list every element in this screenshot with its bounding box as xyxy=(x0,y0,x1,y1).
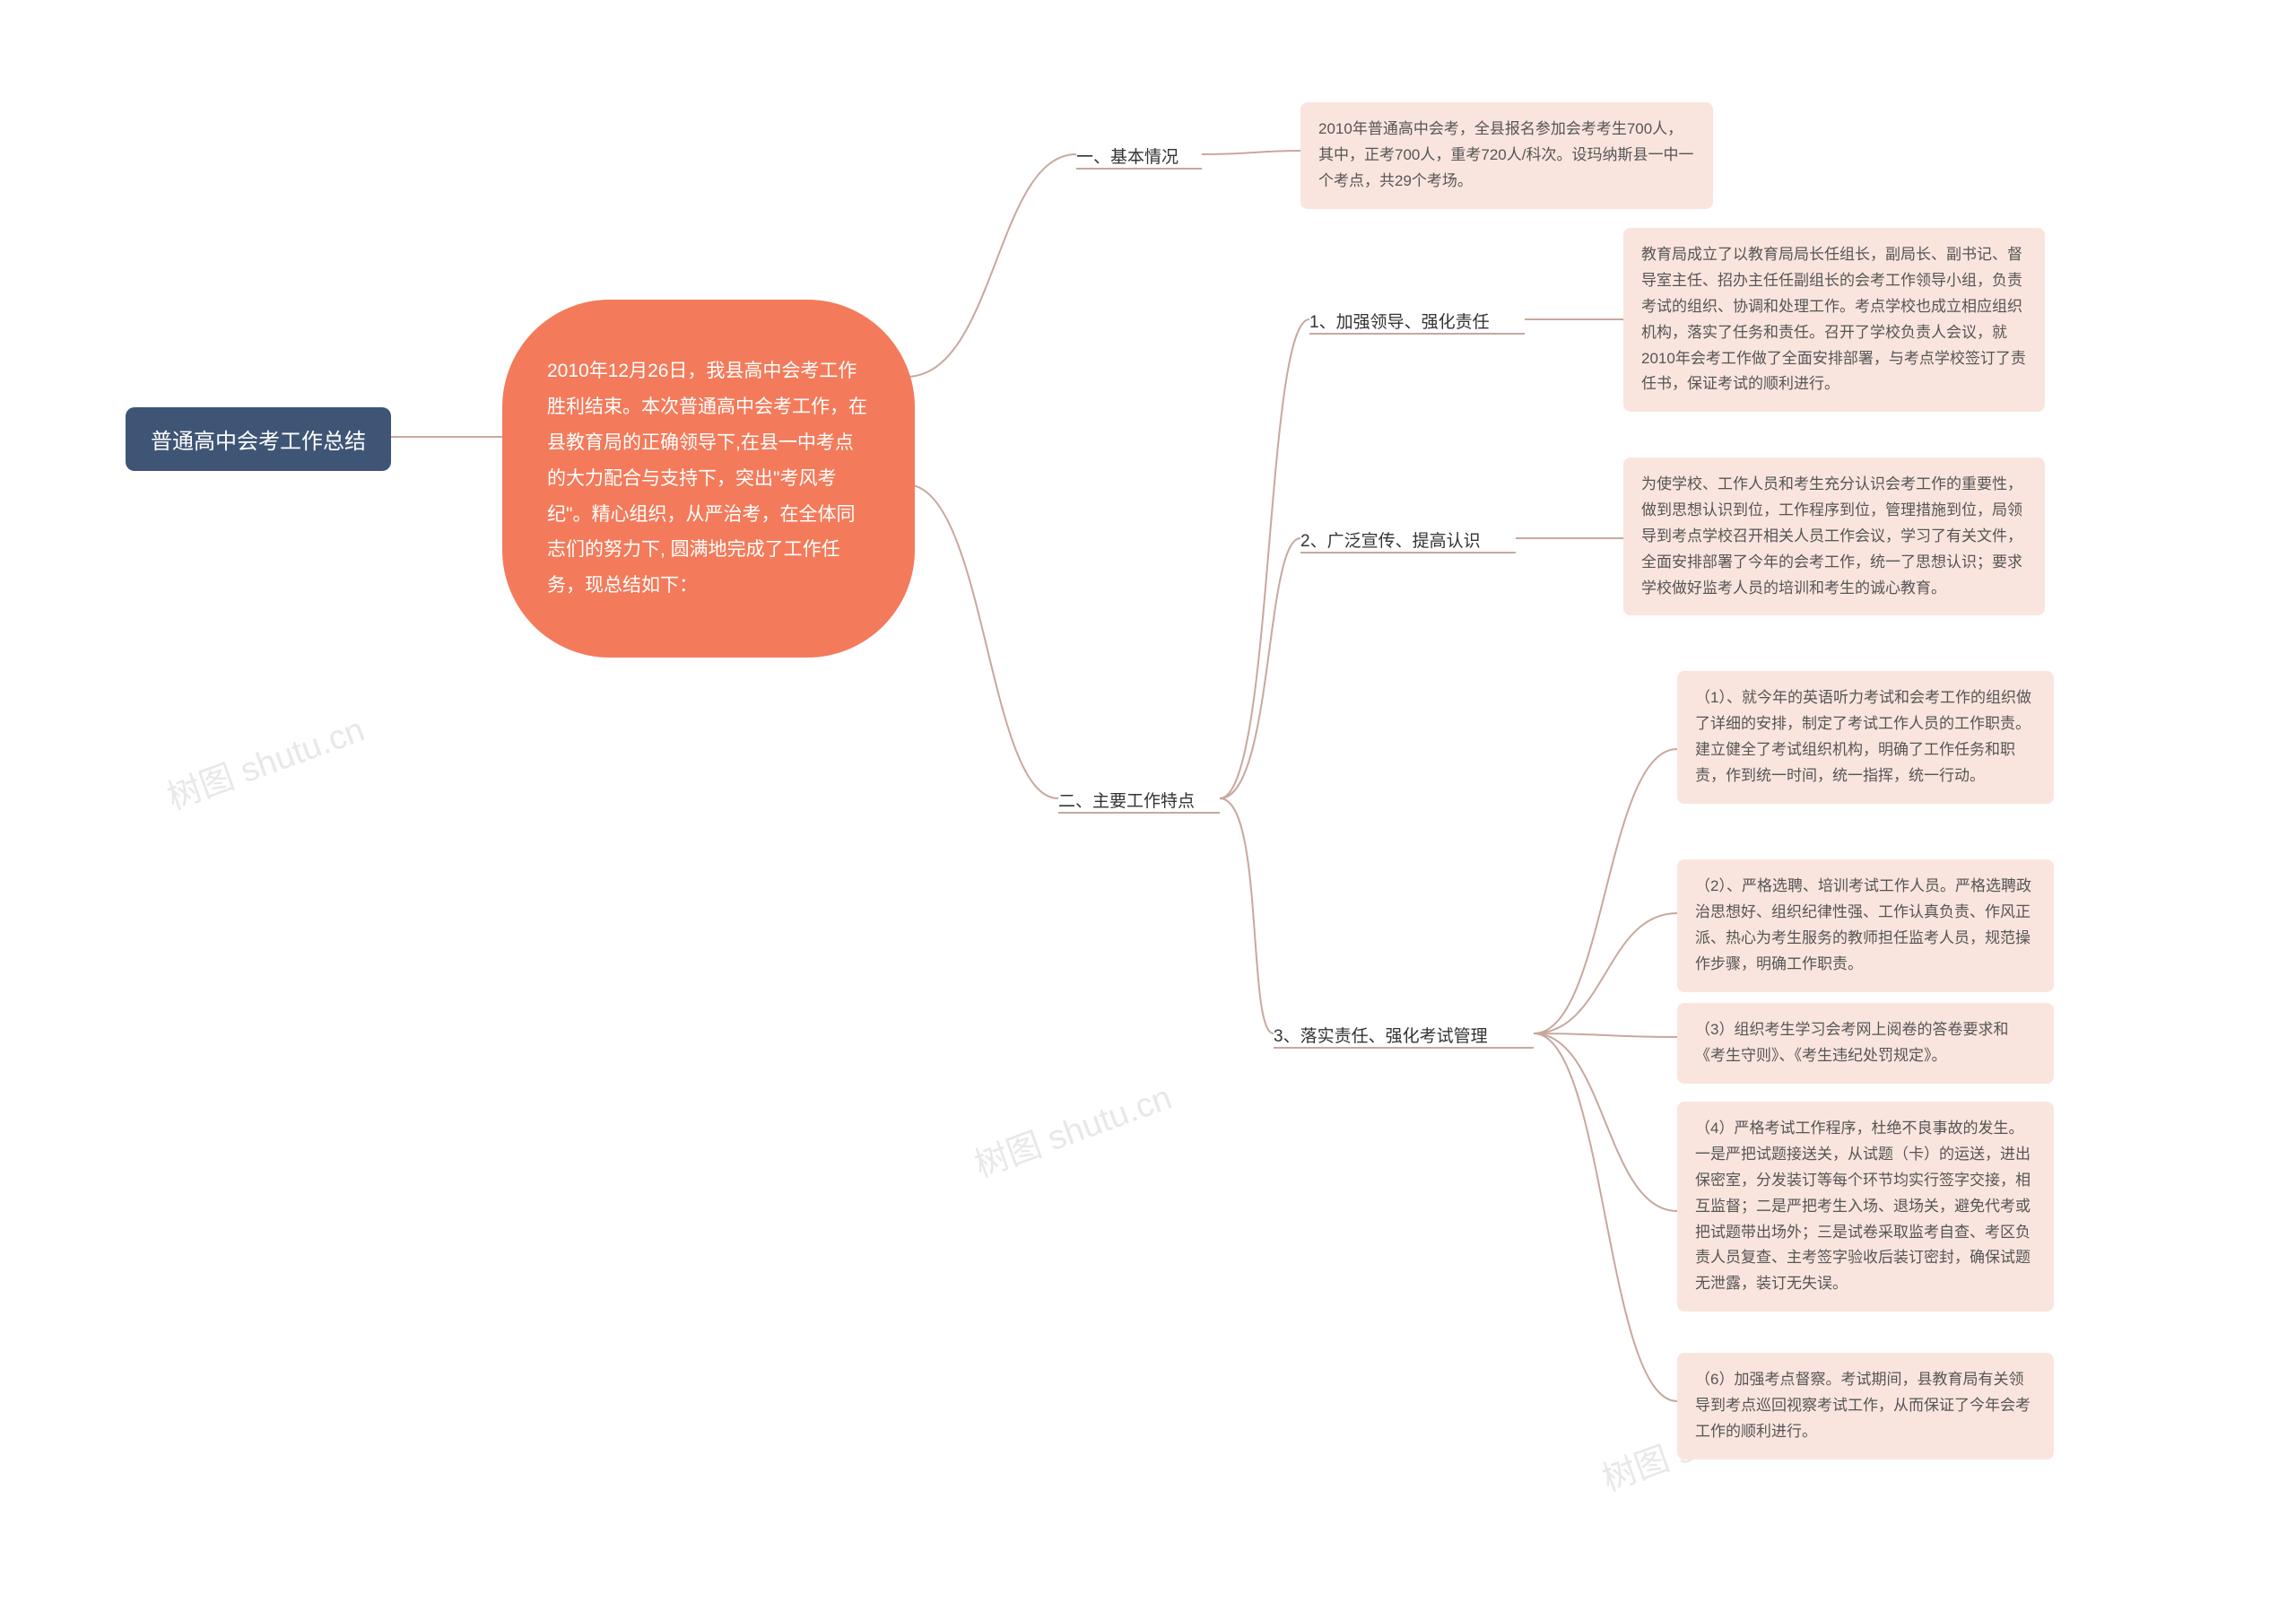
watermark: 树图 shutu.cn xyxy=(160,702,370,818)
leaf-1[interactable]: 2010年普通高中会考，全县报名参加会考考生700人，其中，正考700人，重考7… xyxy=(1300,102,1713,209)
main-text: 2010年12月26日，我县高中会考工作胜利结束。本次普通高中会考工作，在县教育… xyxy=(547,361,867,596)
leaf-1-text: 2010年普通高中会考，全县报名参加会考考生700人，其中，正考700人，重考7… xyxy=(1318,120,1693,189)
sub-2-2-label: 2、广泛宣传、提高认识 xyxy=(1300,532,1481,551)
branch-1[interactable]: 一、基本情况 xyxy=(1076,144,1178,168)
leaf-2-3-1-text: （1）、就今年的英语听力考试和会考工作的组织做了详细的安排，制定了考试工作人员的… xyxy=(1695,689,2031,784)
sub-2-3[interactable]: 3、落实责任、强化考试管理 xyxy=(1274,1023,1488,1047)
sub-2-2[interactable]: 2、广泛宣传、提高认识 xyxy=(1300,527,1481,552)
root-label: 普通高中会考工作总结 xyxy=(151,430,366,454)
leaf-2-3-5[interactable]: （6）加强考点督察。考试期间，县教育局有关领导到考点巡回视察考试工作，从而保证了… xyxy=(1677,1353,2054,1460)
leaf-2-2-1[interactable]: 为使学校、工作人员和考生充分认识会考工作的重要性，做到思想认识到位，工作程序到位… xyxy=(1623,458,2045,615)
leaf-2-3-2-text: （2）、严格选聘、培训考试工作人员。严格选聘政治思想好、组织纪律性强、工作认真负… xyxy=(1695,877,2031,972)
leaf-2-3-3[interactable]: （3）组织考生学习会考网上阅卷的答卷要求和《考生守则》、《考生违纪处罚规定》。 xyxy=(1677,1003,2054,1084)
leaf-2-3-4[interactable]: （4）严格考试工作程序，杜绝不良事故的发生。一是严把试题接送关，从试题（卡）的运… xyxy=(1677,1102,2054,1312)
leaf-2-1-1[interactable]: 教育局成立了以教育局局长任组长，副局长、副书记、督导室主任、招办主任任副组长的会… xyxy=(1623,228,2045,412)
watermark: 树图 shutu.cn xyxy=(967,1069,1178,1186)
sub-2-3-label: 3、落实责任、强化考试管理 xyxy=(1274,1027,1488,1046)
leaf-2-2-1-text: 为使学校、工作人员和考生充分认识会考工作的重要性，做到思想认识到位，工作程序到位… xyxy=(1641,475,2022,597)
leaf-2-3-1[interactable]: （1）、就今年的英语听力考试和会考工作的组织做了详细的安排，制定了考试工作人员的… xyxy=(1677,671,2054,804)
sub-2-1[interactable]: 1、加强领导、强化责任 xyxy=(1309,309,1490,333)
leaf-2-3-3-text: （3）组织考生学习会考网上阅卷的答卷要求和《考生守则》、《考生违纪处罚规定》。 xyxy=(1695,1021,2008,1064)
branch-2-label: 二、主要工作特点 xyxy=(1058,792,1195,811)
sub-2-1-label: 1、加强领导、强化责任 xyxy=(1309,313,1490,332)
leaf-2-1-1-text: 教育局成立了以教育局局长任组长，副局长、副书记、督导室主任、招办主任任副组长的会… xyxy=(1641,246,2026,392)
leaf-2-3-2[interactable]: （2）、严格选聘、培训考试工作人员。严格选聘政治思想好、组织纪律性强、工作认真负… xyxy=(1677,859,2054,992)
root-node[interactable]: 普通高中会考工作总结 xyxy=(126,407,391,471)
main-node[interactable]: 2010年12月26日，我县高中会考工作胜利结束。本次普通高中会考工作，在县教育… xyxy=(502,300,915,658)
leaf-2-3-4-text: （4）严格考试工作程序，杜绝不良事故的发生。一是严把试题接送关，从试题（卡）的运… xyxy=(1695,1120,2031,1292)
branch-1-label: 一、基本情况 xyxy=(1076,148,1178,167)
branch-2[interactable]: 二、主要工作特点 xyxy=(1058,788,1195,812)
leaf-2-3-5-text: （6）加强考点督察。考试期间，县教育局有关领导到考点巡回视察考试工作，从而保证了… xyxy=(1695,1371,2031,1440)
